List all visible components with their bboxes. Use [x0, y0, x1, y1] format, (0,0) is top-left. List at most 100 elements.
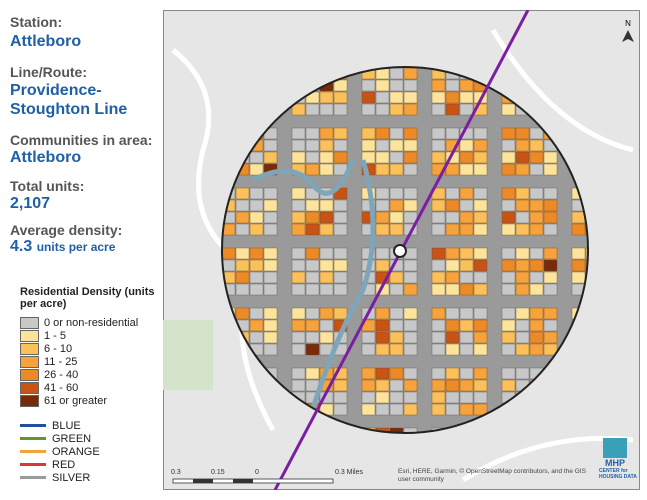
logo-sub: CENTER for HOUSING DATA	[599, 468, 637, 480]
parcel	[459, 319, 474, 332]
parcel	[403, 391, 418, 404]
parcel	[403, 427, 418, 433]
parcel	[375, 403, 390, 416]
parcel	[473, 151, 488, 164]
parcel	[291, 127, 306, 140]
parcel	[375, 187, 390, 200]
legend-swatch	[20, 329, 39, 342]
legend-label: 26 - 40	[44, 368, 79, 381]
parcel	[249, 331, 264, 344]
parcel	[473, 199, 488, 212]
parcel	[431, 79, 446, 92]
units-label: Total units:	[10, 178, 85, 194]
parcel	[459, 151, 474, 164]
parcel	[375, 211, 390, 224]
units: 2,107	[10, 195, 51, 212]
parcel	[515, 223, 530, 236]
parcel	[473, 259, 488, 272]
parcel	[333, 127, 348, 140]
parcel	[375, 367, 390, 380]
parcel	[263, 283, 278, 296]
legend-swatch	[20, 394, 39, 407]
parcel	[249, 307, 264, 320]
parcel	[249, 187, 264, 200]
parcel	[515, 139, 530, 152]
parcel	[403, 283, 418, 296]
parcel	[361, 379, 376, 392]
parcel	[459, 343, 474, 356]
parcel	[445, 163, 460, 176]
parcel	[375, 259, 390, 272]
parcel	[515, 367, 530, 380]
parcel	[249, 247, 264, 260]
parcel	[375, 247, 390, 260]
parcel	[291, 379, 306, 392]
parcel	[431, 127, 446, 140]
parcel	[333, 79, 348, 92]
parcel	[459, 271, 474, 284]
parcel	[333, 379, 348, 392]
parcel	[305, 211, 320, 224]
parcel	[222, 247, 236, 260]
parcel	[529, 271, 544, 284]
legend-line	[20, 450, 46, 453]
parcel	[291, 151, 306, 164]
parcel	[501, 367, 516, 380]
parcel	[263, 319, 278, 332]
parcel	[431, 391, 446, 404]
parcel	[571, 211, 586, 224]
parcel	[389, 103, 404, 116]
parcel	[501, 139, 516, 152]
parcel	[375, 163, 390, 176]
scale-label: 0.3	[171, 469, 181, 476]
legend-label: 6 - 10	[44, 342, 73, 355]
parcel	[333, 151, 348, 164]
legend-swatch	[20, 316, 39, 329]
parcel	[529, 199, 544, 212]
density-value: 4.3	[10, 238, 33, 255]
parcel	[333, 259, 348, 272]
parcel	[473, 163, 488, 176]
parcel	[431, 331, 446, 344]
legend-row: BLUE	[20, 419, 160, 432]
parcel	[529, 223, 544, 236]
parcel	[235, 271, 250, 284]
parcel	[403, 163, 418, 176]
parcel	[319, 223, 334, 236]
parcel	[375, 379, 390, 392]
parcel	[543, 319, 558, 332]
parcel	[445, 367, 460, 380]
parcel	[403, 367, 418, 380]
parcel	[403, 331, 418, 344]
parcel	[543, 247, 558, 260]
parcel	[473, 367, 488, 380]
parcel	[543, 331, 558, 344]
parcel	[249, 259, 264, 272]
parcel	[501, 283, 516, 296]
parcel	[543, 283, 558, 296]
parcel	[459, 247, 474, 260]
parcel	[431, 247, 446, 260]
parcel	[333, 247, 348, 260]
parcel	[445, 91, 460, 104]
parcel	[291, 319, 306, 332]
scale-label: 0.3 Miles	[335, 469, 364, 476]
parcel	[389, 283, 404, 296]
parcel	[529, 331, 544, 344]
legend-label: GREEN	[52, 432, 92, 445]
parcel	[249, 283, 264, 296]
legend-title: Residential Density (units per acre)	[20, 286, 155, 310]
legend-row: 11 - 25	[20, 355, 160, 368]
parcel	[361, 139, 376, 152]
parcel	[389, 127, 404, 140]
parcel	[249, 223, 264, 236]
parcel	[305, 151, 320, 164]
parcel	[515, 187, 530, 200]
parcel	[431, 283, 446, 296]
parcel	[249, 151, 264, 164]
parcel	[249, 163, 264, 176]
parcel	[291, 211, 306, 224]
parcel	[361, 79, 376, 92]
parcel	[333, 223, 348, 236]
parcel	[543, 163, 558, 176]
